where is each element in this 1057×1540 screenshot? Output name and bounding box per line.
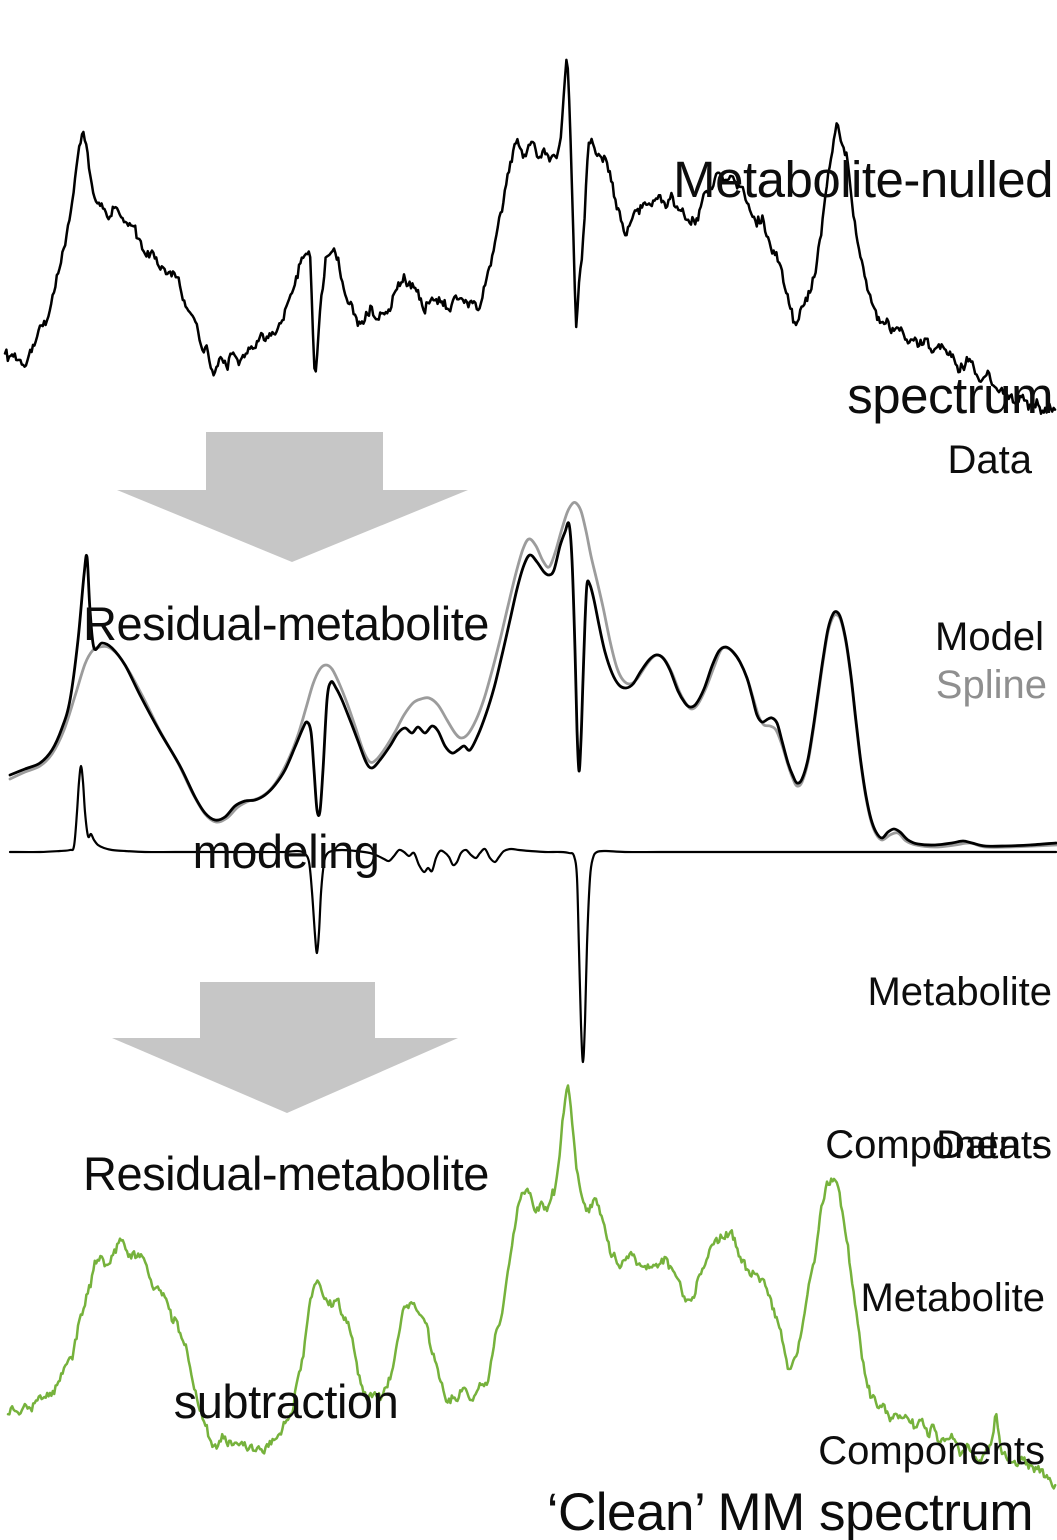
metabolite-components-label: Metabolite Components (825, 865, 1052, 1273)
clean-mm-spectrum-curve (6, 1084, 1057, 1490)
data-minus-components-label: Data - Metabolite Components (818, 1018, 1045, 1540)
metabolite-components-curve (8, 764, 1057, 1064)
modeling-arrow-label-line2: modeling (192, 825, 380, 878)
metabolite-components-label-line1: Metabolite (867, 970, 1052, 1014)
metabolite-components-label-line2: Components (825, 1123, 1052, 1167)
spline-trace-label: Spline (935, 663, 1047, 707)
data-minus-components-label-line1: Data - (936, 1123, 1045, 1167)
model-curve (8, 521, 1057, 848)
down-arrow-subtraction (112, 982, 458, 1113)
modeling-arrow-label-line1: Residual-metabolite (83, 597, 489, 650)
metabolite-nulled-data-curve (3, 58, 1057, 415)
down-arrow-modeling (117, 432, 468, 562)
data-minus-components-label-line3: Components (818, 1429, 1045, 1473)
figure-title-line1: Metabolite-nulled (673, 151, 1053, 208)
data-trace-label: Data (947, 438, 1033, 482)
figure-title-line2: spectrum (847, 367, 1053, 424)
clean-mm-spectrum-label: ‘Clean’ MM spectrum (546, 1483, 1034, 1540)
subtraction-arrow-label-line2: subtraction (173, 1375, 399, 1428)
model-trace-label: Model (935, 615, 1044, 659)
subtraction-arrow-label-line1: Residual-metabolite (83, 1147, 489, 1200)
figure-title: Metabolite-nulled spectrum (673, 0, 1053, 576)
modeling-arrow-label: Residual-metabolite modeling (30, 434, 542, 1042)
subtraction-arrow-label: Residual-metabolite subtraction (30, 984, 542, 1540)
data-minus-components-label-line2: Metabolite (860, 1276, 1045, 1320)
trace-group (3, 58, 1057, 1490)
